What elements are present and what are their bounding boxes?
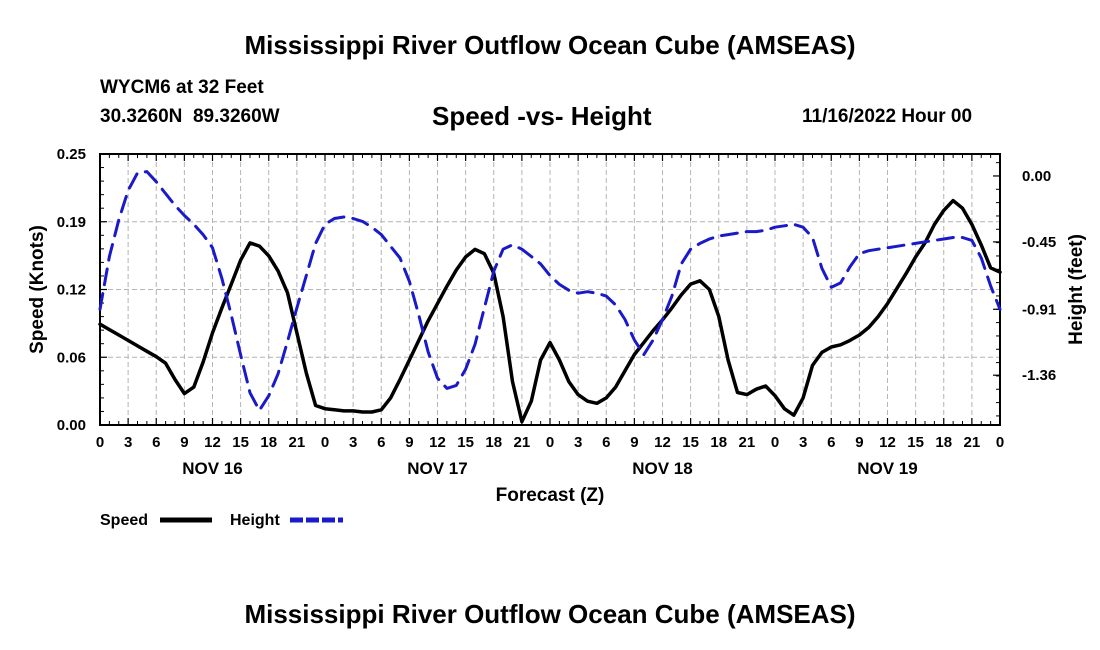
station-label: WYCM6 at 32 Feet: [100, 77, 264, 98]
x-tick-label: 6: [152, 434, 160, 451]
x-tick-label: 9: [630, 434, 638, 451]
x-tick-label: 0: [321, 434, 329, 451]
x-tick-label: 3: [124, 434, 132, 451]
y2-tick-label: 0.00: [1022, 168, 1051, 185]
x-tick-label: 6: [602, 434, 610, 451]
x-tick-label: 0: [771, 434, 779, 451]
height-series-line: [98, 170, 1002, 412]
y-tick-label: 0.25: [57, 146, 86, 163]
y-tick-label: 0.06: [57, 349, 86, 366]
x-tick-label: 0: [96, 434, 104, 451]
day-label: NOV 19: [857, 459, 917, 478]
x-tick-label: 18: [935, 434, 952, 451]
x-tick-label: 3: [349, 434, 357, 451]
x-axis-label: Forecast (Z): [496, 485, 605, 506]
coordinates-label: 30.3260N 89.3260W: [100, 106, 280, 127]
y-tick-label: 0.12: [57, 282, 86, 299]
x-tick-label: 6: [377, 434, 385, 451]
x-tick-label: 12: [429, 434, 446, 451]
x-tick-label: 3: [574, 434, 582, 451]
x-tick-label: 0: [996, 434, 1004, 451]
y-tick-label: 0.19: [57, 214, 86, 231]
x-tick-label: 21: [289, 434, 306, 451]
x-tick-label: 18: [485, 434, 502, 451]
day-label: NOV 17: [407, 459, 467, 478]
x-tick-label: 15: [907, 434, 924, 451]
y-tick-label: 0.00: [57, 417, 86, 434]
x-tick-label: 21: [739, 434, 756, 451]
footer-title: Mississippi River Outflow Ocean Cube (AM…: [244, 599, 856, 629]
plot-frame: [99, 153, 1001, 426]
x-tick-label: 12: [879, 434, 896, 451]
day-label: NOV 16: [182, 459, 242, 478]
chart-title: Mississippi River Outflow Ocean Cube (AM…: [244, 30, 856, 60]
legend-label-height: Height: [230, 512, 280, 529]
x-tick-label: 9: [180, 434, 188, 451]
chart-subtitle: Speed -vs- Height: [432, 101, 652, 131]
day-label: NOV 18: [632, 459, 692, 478]
y2-tick-label: -1.36: [1022, 367, 1056, 384]
x-tick-label: 12: [204, 434, 221, 451]
x-tick-label: 15: [682, 434, 699, 451]
x-tick-label: 0: [546, 434, 554, 451]
x-tick-label: 15: [232, 434, 249, 451]
x-tick-label: 21: [514, 434, 531, 451]
x-tick-label: 9: [855, 434, 863, 451]
x-tick-label: 12: [654, 434, 671, 451]
x-tick-label: 15: [457, 434, 474, 451]
x-tick-label: 18: [260, 434, 277, 451]
speed-series-line: [98, 198, 1002, 424]
x-tick-label: 6: [827, 434, 835, 451]
legend-label-speed: Speed: [100, 512, 148, 529]
y2-tick-label: -0.45: [1022, 234, 1056, 251]
x-tick-label: 18: [710, 434, 727, 451]
x-tick-label: 21: [964, 434, 981, 451]
y-axis-label: Speed (Knots): [27, 225, 48, 354]
forecast-datetime: 11/16/2022 Hour 00: [802, 106, 973, 127]
y2-tick-label: -0.91: [1022, 301, 1056, 318]
x-tick-label: 3: [799, 434, 807, 451]
x-tick-label: 9: [405, 434, 413, 451]
y2-axis-label: Height (feet): [1066, 234, 1087, 345]
